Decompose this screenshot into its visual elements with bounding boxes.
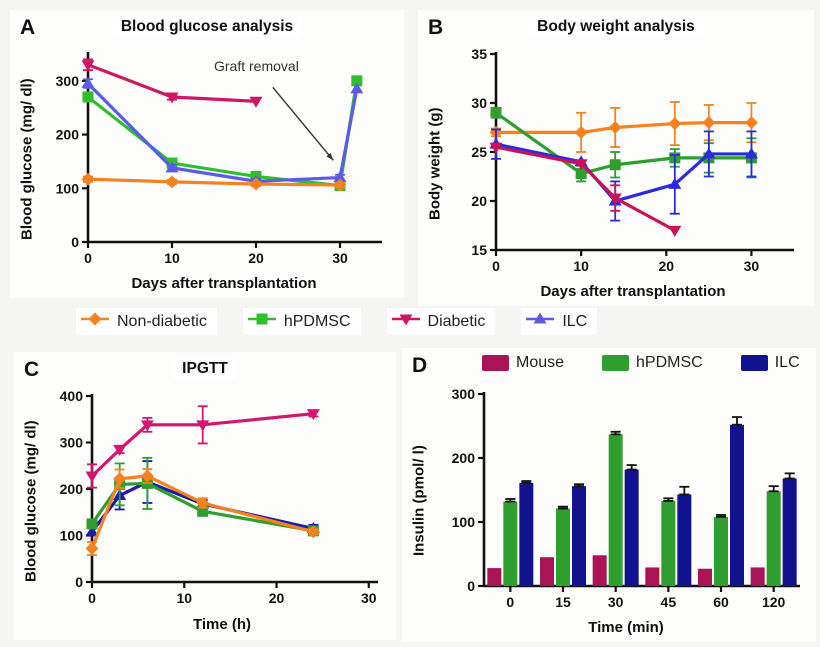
hpdmsc-bars-label: hPDMSC — [636, 354, 703, 371]
panel-b-ylabel: Body weight (g) — [426, 107, 444, 220]
legend-item-ilc: ILC — [521, 308, 598, 335]
panel-b-label: B — [428, 16, 444, 39]
svg-text:45: 45 — [661, 594, 677, 610]
panel-a-header: A Blood glucose analysis — [10, 10, 404, 44]
svg-text:60: 60 — [713, 594, 729, 610]
svg-text:300: 300 — [56, 73, 80, 89]
ilc-bars-label: ILC — [774, 354, 800, 371]
panel-b-title: Body weight analysis — [528, 17, 704, 37]
svg-text:20: 20 — [471, 193, 487, 209]
panel-c-ylabel: Blood glucose (mg/ dl) — [22, 420, 40, 582]
panel-d: D Mouse hPDMSC ILC Insulin (pmol/ l) 0 10… — [402, 348, 816, 642]
svg-text:300: 300 — [452, 386, 476, 402]
svg-text:0: 0 — [467, 578, 475, 594]
panel-d-header: D Mouse hPDMSC ILC — [402, 348, 816, 382]
diabetic-marker-icon — [391, 311, 421, 332]
panel-d-ylabel: Insulin (pmol/ l) — [410, 445, 428, 556]
svg-text:15: 15 — [471, 242, 487, 258]
panel-b-chart: 15 20 25 30 35 0 10 20 30 — [452, 44, 814, 283]
svg-text:120: 120 — [762, 594, 786, 610]
legend-item-hpdmsc-bars: hPDMSC — [600, 352, 709, 374]
svg-text:10: 10 — [176, 590, 192, 606]
panel-a-chart: 0 100 200 300 0 10 20 30 Graft removal — [44, 44, 404, 275]
svg-text:100: 100 — [452, 514, 476, 530]
panel-a-xlabel: Days after transplantation — [131, 275, 317, 292]
panel-b-header: B Body weight analysis — [418, 10, 814, 44]
panel-a: A Blood glucose analysis Blood glucose (… — [10, 10, 404, 298]
panel-c-chart: 0 100 200 300 400 0 10 20 30 — [48, 386, 396, 616]
non-diabetic-marker-icon — [80, 311, 110, 332]
svg-text:20: 20 — [658, 258, 674, 274]
legend-item-mouse: Mouse — [480, 352, 570, 374]
panel-a-label: A — [20, 16, 36, 39]
hpdmsc-swatch-icon — [602, 355, 630, 371]
svg-text:30: 30 — [608, 594, 624, 610]
legend-item-hpdmsc: hPDMSC — [242, 308, 361, 335]
ilc-marker-icon — [525, 311, 555, 332]
legend-item-diabetic: Diabetic — [386, 308, 496, 335]
hpdmsc-label: hPDMSC — [283, 312, 351, 330]
svg-text:10: 10 — [164, 250, 180, 266]
panel-a-ylabel: Blood glucose (mg/ dl) — [18, 78, 36, 241]
ilc-swatch-icon — [740, 355, 768, 371]
panel-c-title: IPGTT — [173, 359, 237, 379]
panel-d-xlabel: Time (min) — [588, 619, 664, 636]
panel-d-legend: Mouse hPDMSC ILC — [480, 352, 806, 374]
non-diabetic-label: Non-diabetic — [117, 312, 207, 330]
main-legend: Non-diabetic hPDMSC Diabetic ILC — [76, 308, 598, 335]
svg-text:0: 0 — [492, 258, 500, 274]
svg-text:Graft removal: Graft removal — [214, 58, 299, 74]
mouse-swatch-icon — [482, 355, 509, 371]
panel-b-xlabel: Days after transplantation — [540, 283, 726, 300]
mouse-label: Mouse — [516, 354, 565, 371]
panel-c-label: C — [24, 358, 40, 381]
svg-text:200: 200 — [60, 481, 84, 497]
svg-text:20: 20 — [248, 250, 264, 266]
hpdmsc-marker-icon — [247, 311, 277, 332]
svg-text:35: 35 — [471, 46, 487, 62]
ilc-label: ILC — [562, 312, 588, 330]
svg-text:300: 300 — [60, 435, 84, 451]
svg-text:100: 100 — [56, 180, 80, 196]
svg-text:30: 30 — [361, 590, 377, 606]
svg-text:15: 15 — [555, 594, 571, 610]
svg-text:0: 0 — [506, 594, 514, 610]
legend-item-ilc-bars: ILC — [739, 352, 806, 374]
svg-text:30: 30 — [471, 95, 487, 111]
panel-c-header: C IPGTT — [14, 352, 396, 386]
svg-text:20: 20 — [269, 590, 285, 606]
svg-text:0: 0 — [71, 234, 79, 250]
svg-text:0: 0 — [84, 250, 92, 266]
svg-text:0: 0 — [88, 590, 96, 606]
panel-d-chart: 0 100 200 300 0 15 30 45 60 120 — [436, 382, 816, 619]
diabetic-label: Diabetic — [427, 312, 486, 330]
svg-text:30: 30 — [332, 250, 348, 266]
panel-c-xlabel: Time (h) — [192, 616, 252, 633]
svg-text:100: 100 — [60, 528, 84, 544]
svg-text:25: 25 — [471, 144, 487, 160]
legend-item-non-diabetic: Non-diabetic — [76, 308, 217, 335]
svg-text:30: 30 — [744, 258, 760, 274]
panel-d-label: D — [412, 354, 428, 377]
panel-a-title: Blood glucose analysis — [111, 17, 303, 37]
svg-text:10: 10 — [573, 258, 589, 274]
svg-text:200: 200 — [452, 450, 476, 466]
panel-b: B Body weight analysis Body weight (g) 1… — [418, 10, 814, 306]
svg-text:400: 400 — [60, 388, 84, 404]
svg-text:0: 0 — [75, 574, 83, 590]
panel-c: C IPGTT Blood glucose (mg/ dl) 0 100 200 30… — [14, 352, 396, 640]
svg-text:200: 200 — [56, 127, 80, 143]
